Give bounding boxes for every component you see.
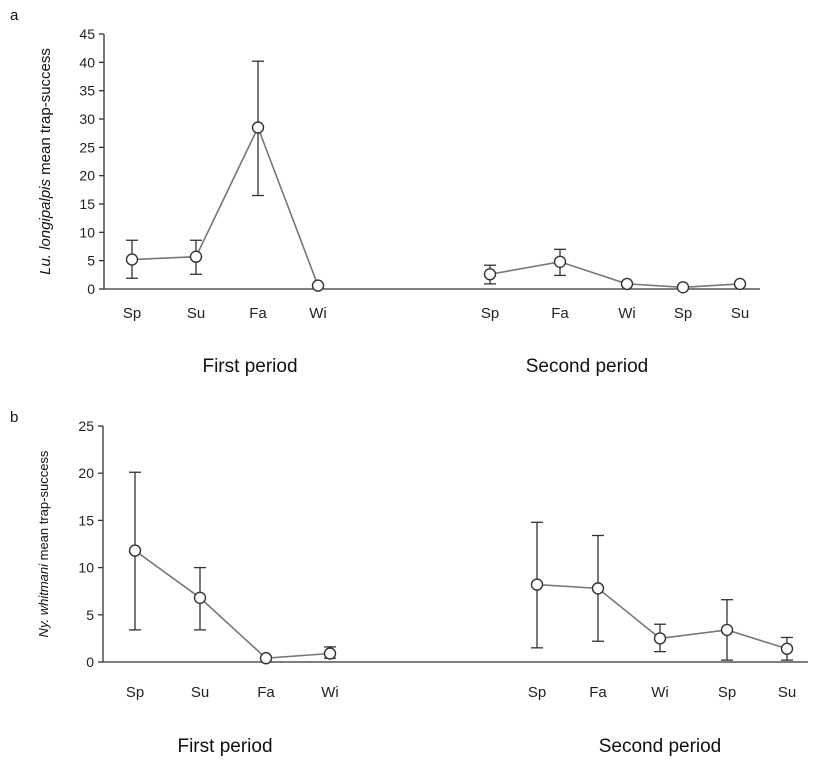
y-tick-label: 40: [79, 54, 95, 70]
period-label: Second period: [599, 736, 722, 757]
x-category-label: Fa: [589, 684, 607, 701]
y-tick-label: 25: [79, 139, 95, 155]
x-category-label: Fa: [257, 684, 275, 701]
y-tick-label: 20: [79, 168, 95, 184]
y-axis-label-species: Ny. whitmani: [36, 563, 51, 638]
y-tick-label: 0: [87, 281, 95, 297]
y-tick-label: 30: [79, 111, 95, 127]
x-category-label: Sp: [126, 684, 144, 701]
data-point: [676, 281, 690, 294]
chart-panel-a: a 0 5 10 15 20 25 30 35 40 45 Lu. longipalpis mean …: [10, 7, 760, 377]
y-tick-label: 0: [86, 654, 94, 670]
data-point: [311, 279, 325, 292]
x-category-label: Sp: [481, 305, 499, 322]
panel-label: b: [10, 409, 18, 426]
y-tick-label: 20: [78, 465, 94, 481]
series-line: [131, 125, 319, 286]
x-category-label: Sp: [123, 305, 141, 322]
y-axis-label: Ny. whitmani mean trap-success: [36, 450, 51, 637]
y-axis-label-rest: mean trap-success: [37, 48, 54, 179]
y-tick-label: 15: [78, 512, 94, 528]
data-point: [193, 591, 207, 605]
series-second-period: Sp Fa Wi Sp Su Second period: [528, 521, 796, 757]
x-category-label: Wi: [651, 684, 669, 701]
y-tick-label: 5: [86, 607, 94, 623]
y-tick-label: 5: [87, 253, 95, 269]
x-category-label: Fa: [249, 305, 267, 322]
data-point: [733, 277, 747, 291]
y-tick-label: 35: [79, 83, 95, 99]
data-point: [553, 255, 567, 268]
data-point: [591, 582, 605, 595]
data-point: [720, 623, 734, 637]
y-axis-label-species: Lu. longipalpis: [37, 178, 54, 274]
data-point: [259, 652, 273, 665]
x-category-label: Su: [187, 305, 205, 322]
y-tick-label: 10: [78, 560, 94, 576]
series-line: [489, 260, 741, 289]
x-category-label: Wi: [309, 305, 327, 322]
series-line: [134, 549, 331, 660]
series-first-period: Sp Su Fa Wi First period: [123, 60, 327, 377]
data-point: [189, 250, 203, 263]
y-tick-label: 45: [79, 26, 95, 42]
x-category-label: Wi: [321, 684, 339, 701]
x-category-label: Su: [731, 305, 749, 322]
chart-panel-b: b 0 5 10 15 20 25 Ny. whitmani mean trap-succes…: [10, 409, 808, 757]
data-point: [620, 277, 634, 291]
period-label: First period: [177, 736, 272, 757]
panel-label: a: [10, 7, 19, 24]
data-point: [483, 268, 497, 281]
x-category-label: Su: [191, 684, 209, 701]
data-point: [128, 544, 142, 557]
period-label: Second period: [526, 356, 649, 377]
y-tick-label: 10: [79, 224, 95, 240]
x-category-label: Sp: [674, 305, 692, 322]
y-tick-label: 25: [78, 418, 94, 434]
data-point: [530, 578, 544, 591]
x-category-label: Sp: [718, 684, 736, 701]
data-point: [125, 253, 139, 266]
x-category-label: Wi: [618, 305, 636, 322]
series-second-period: Sp Fa Wi Sp Su Second period: [481, 248, 749, 377]
x-category-label: Fa: [551, 305, 569, 322]
data-point: [780, 642, 794, 655]
period-label: First period: [202, 356, 297, 377]
y-tick-label: 15: [79, 196, 95, 212]
data-point: [251, 121, 265, 134]
x-category-label: Sp: [528, 684, 546, 701]
y-axis-label: Lu. longipalpis mean trap-success: [37, 48, 54, 275]
series-first-period: Sp Su Fa Wi First period: [126, 471, 339, 757]
y-axis-label-rest: mean trap-success: [36, 450, 51, 564]
data-point: [323, 647, 337, 660]
data-point: [653, 632, 667, 645]
x-category-label: Su: [778, 684, 796, 701]
